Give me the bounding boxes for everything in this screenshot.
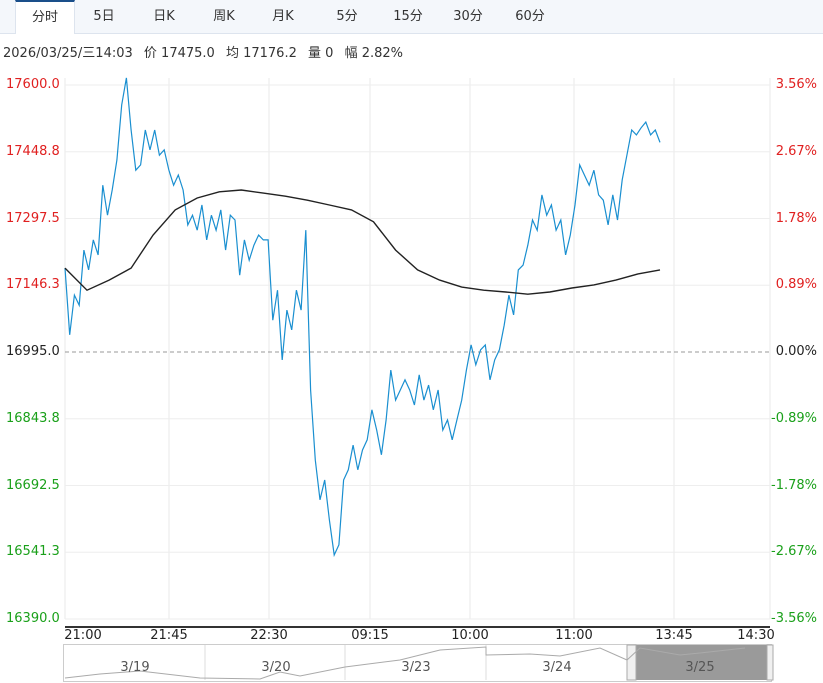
y-tick-left: 16692.5 — [6, 477, 60, 493]
y-tick-right: 3.56% — [775, 77, 817, 92]
price-line — [64, 77, 661, 558]
y-tick-left: 17297.5 — [6, 210, 60, 226]
volume-readout: 量 0 — [308, 46, 334, 61]
x-tick: 14:30 — [737, 628, 775, 643]
y-tick-left: 17146.3 — [6, 277, 60, 293]
y-tick-right: 2.67% — [775, 143, 817, 159]
x-tick: 09:15 — [351, 628, 389, 643]
amplitude-readout: 幅 2.82% — [344, 46, 403, 61]
y-tick-right: -1.78% — [771, 477, 817, 493]
tab-5[interactable]: 5分 — [336, 9, 358, 24]
y-tick-left: 16843.8 — [6, 410, 60, 426]
y-tick-right: 0.00% — [775, 344, 817, 359]
y-tick-left: 17448.8 — [6, 143, 60, 159]
tab-6[interactable]: 15分 — [393, 9, 423, 24]
x-tick: 21:45 — [150, 628, 188, 643]
x-tick: 11:00 — [555, 628, 593, 643]
x-tick: 22:30 — [250, 628, 288, 643]
tab-2[interactable]: 日K — [153, 9, 175, 24]
tab-4[interactable]: 月K — [272, 9, 294, 24]
price-readout: 价 17475.0 — [143, 46, 215, 61]
avg-readout: 均 17176.2 — [225, 46, 297, 61]
x-tick: 13:45 — [655, 628, 693, 643]
tab-0[interactable]: 分时 — [15, 0, 75, 34]
y-tick-right: 1.78% — [775, 210, 817, 226]
y-tick-right: -2.67% — [771, 544, 817, 560]
navigator-day[interactable]: 3/20 — [261, 660, 291, 675]
period-tabs: 分时 5日 日K 周K 月K 5分 15分 30分 60分 — [0, 0, 823, 34]
y-tick-left: 16390.0 — [6, 611, 60, 626]
quote-info: 2026/03/25/三14:03 价 17475.0 均 17176.2 量 … — [3, 42, 410, 61]
y-tick-left: 16541.3 — [6, 544, 60, 560]
navigator-day[interactable]: 3/24 — [542, 660, 572, 675]
tab-8[interactable]: 60分 — [515, 9, 545, 24]
y-tick-left: 17600.0 — [6, 77, 60, 92]
x-tick: 21:00 — [64, 628, 102, 643]
tab-3[interactable]: 周K — [213, 9, 235, 24]
x-tick: 10:00 — [451, 628, 489, 643]
y-tick-right: -3.56% — [771, 611, 817, 626]
y-tick-right: 0.89% — [775, 277, 817, 293]
avg-line — [64, 189, 661, 295]
y-tick-right: -0.89% — [771, 410, 817, 426]
y-tick-left: 16995.0 — [6, 344, 60, 359]
navigator-day[interactable]: 3/23 — [401, 660, 431, 675]
range-handle-left — [626, 644, 637, 681]
tab-1[interactable]: 5日 — [93, 9, 115, 24]
navigator-day[interactable]: 3/19 — [120, 660, 150, 675]
datetime: 2026/03/25/三14:03 — [3, 46, 133, 61]
range-handle-right — [766, 644, 774, 681]
tab-7[interactable]: 30分 — [453, 9, 483, 24]
navigator-day[interactable]: 3/25 — [685, 660, 715, 675]
navigator-line — [64, 646, 746, 680]
